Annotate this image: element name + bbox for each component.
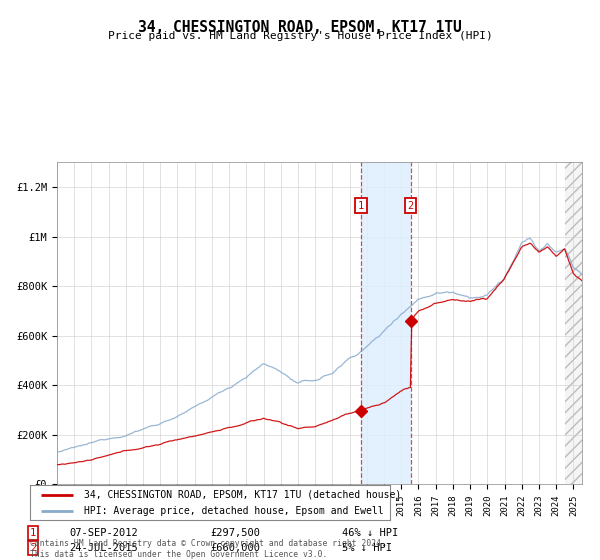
Text: 07-SEP-2012: 07-SEP-2012 — [69, 528, 138, 538]
Bar — [565, 162, 590, 484]
Text: 1: 1 — [358, 201, 364, 211]
Text: Contains HM Land Registry data © Crown copyright and database right 2024.
This d: Contains HM Land Registry data © Crown c… — [30, 539, 386, 559]
Text: 2: 2 — [30, 543, 36, 553]
Text: 1: 1 — [30, 528, 36, 538]
Text: Price paid vs. HM Land Registry's House Price Index (HPI): Price paid vs. HM Land Registry's House … — [107, 31, 493, 41]
Text: 34, CHESSINGTON ROAD, EPSOM, KT17 1TU: 34, CHESSINGTON ROAD, EPSOM, KT17 1TU — [138, 20, 462, 35]
Text: £660,000: £660,000 — [210, 543, 260, 553]
Text: 2: 2 — [407, 201, 414, 211]
Text: £297,500: £297,500 — [210, 528, 260, 538]
Text: 5% ↓ HPI: 5% ↓ HPI — [342, 543, 392, 553]
Text: 46% ↓ HPI: 46% ↓ HPI — [342, 528, 398, 538]
Text: 24-JUL-2015: 24-JUL-2015 — [69, 543, 138, 553]
Bar — [361, 162, 411, 484]
Text: 34, CHESSINGTON ROAD, EPSOM, KT17 1TU (detached house): 34, CHESSINGTON ROAD, EPSOM, KT17 1TU (d… — [84, 489, 401, 500]
Text: HPI: Average price, detached house, Epsom and Ewell: HPI: Average price, detached house, Epso… — [84, 506, 383, 516]
